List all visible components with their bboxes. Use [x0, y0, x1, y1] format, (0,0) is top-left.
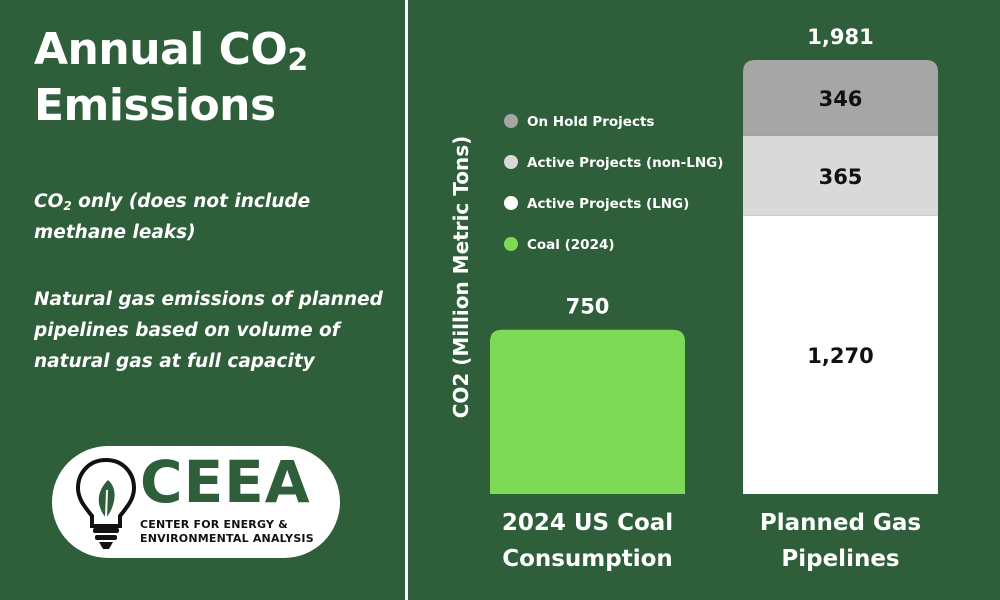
logo-wordmark: CEEA — [140, 448, 311, 516]
title-line-1: Annual CO2 — [34, 24, 308, 78]
logo-subtitle-line-2: ENVIRONMENTAL ANALYSIS — [140, 532, 314, 545]
bar-1-category-line-1: 2024 US Coal — [502, 510, 673, 536]
legend-label-on-hold-projects: On Hold Projects — [527, 114, 654, 130]
bar-2-total-label: 1,981 — [807, 25, 873, 49]
y-axis-label: CO2 (Million Metric Tons) — [449, 136, 473, 419]
legend-label-coal-2024: Coal (2024) — [527, 237, 615, 253]
note-pipeline-basis: Natural gas emissions of planned pipelin… — [34, 289, 383, 372]
legend-swatch-on-hold-projects — [504, 114, 518, 128]
title-line-2: Emissions — [34, 80, 276, 131]
bar-2-segment-label-on-hold-projects: 346 — [819, 87, 863, 111]
bar-2-segment-on-hold-projects — [743, 60, 938, 136]
legend-label-active-projects-lng: Active Projects (LNG) — [527, 196, 689, 212]
bar-2-segment-label-active-projects-lng: 1,270 — [807, 344, 873, 368]
bar-1-total-label: 750 — [566, 295, 610, 319]
page-title: Annual CO2 Emissions — [34, 22, 308, 134]
bar-2-segment-active-projects-non-lng — [743, 135, 938, 216]
legend-swatch-active-projects-non-lng — [504, 155, 518, 169]
lightbulb-leaf-icon — [75, 457, 137, 549]
bar-2-segment-active-projects-lng — [743, 215, 938, 494]
bar-1-segment-coal-2024 — [490, 329, 685, 494]
vertical-divider — [405, 0, 408, 600]
legend-label-active-projects-non-lng: Active Projects (non-LNG) — [527, 155, 723, 171]
bar-1-category-line-2: Consumption — [502, 546, 673, 572]
note-co2-only: CO2 only (does not include methane leaks… — [34, 191, 311, 243]
legend-swatch-coal-2024 — [504, 237, 518, 251]
bar-2-category-line-2: Pipelines — [781, 546, 899, 572]
bar-2-category-line-1: Planned Gas — [760, 510, 921, 536]
ceea-logo: CEEA CENTER FOR ENERGY & ENVIRONMENTAL A… — [52, 446, 340, 558]
legend-swatch-active-projects-lng — [504, 196, 518, 210]
logo-subtitle-line-1: CENTER FOR ENERGY & — [140, 518, 288, 531]
bar-2-segment-label-active-projects-non-lng: 365 — [819, 165, 863, 189]
